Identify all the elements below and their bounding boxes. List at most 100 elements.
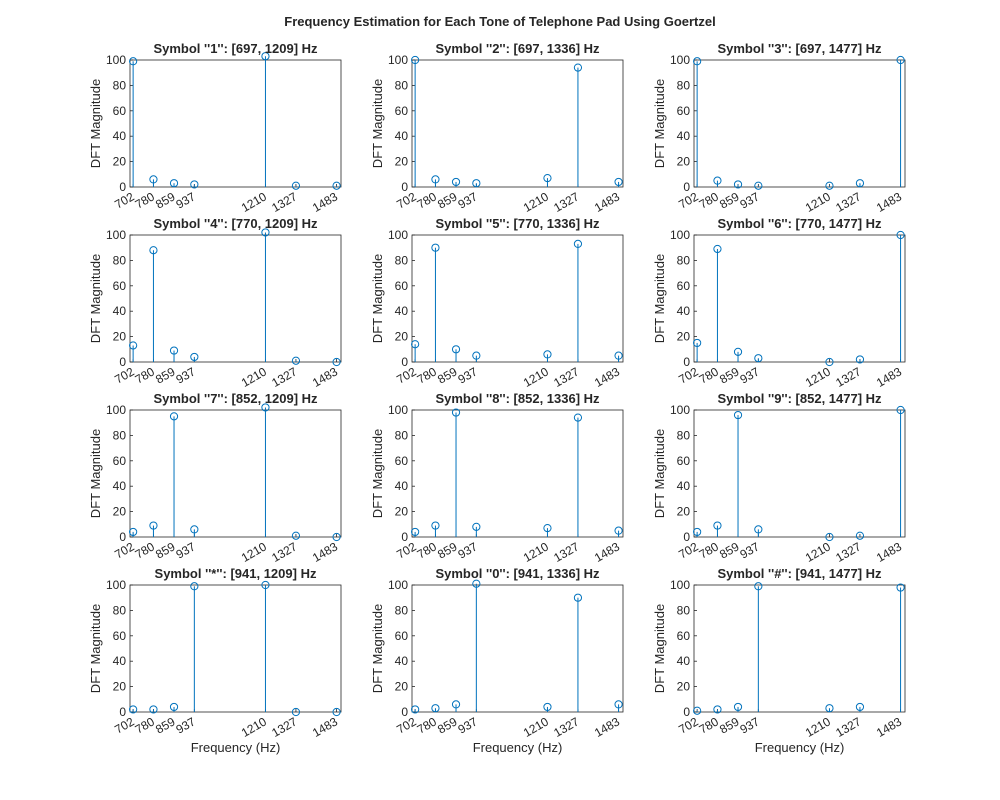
stem-marker [291, 181, 301, 190]
y-tick-label: 60 [395, 104, 409, 118]
x-tick-label: 1210 [521, 714, 551, 740]
x-tick-label: 1483 [310, 364, 340, 390]
axes-box [129, 584, 342, 713]
x-tick-label: 1210 [521, 364, 551, 390]
x-tick-label: 1327 [833, 714, 863, 740]
y-tick-label: 60 [677, 279, 691, 293]
subplot-title: Symbol ''#'': [941, 1477] Hz [717, 566, 882, 581]
axes-box [129, 59, 342, 188]
y-tick-label: 40 [677, 654, 691, 668]
x-tick-label: 937 [737, 539, 762, 561]
x-tick-label: 1327 [833, 189, 863, 215]
y-tick-label: 40 [395, 479, 409, 493]
y-axis-label: DFT Magnitude [88, 429, 103, 518]
stem-marker [733, 702, 743, 712]
y-tick-label: 40 [395, 129, 409, 143]
axes-box [411, 584, 624, 713]
stem-marker [411, 55, 420, 65]
y-tick-label: 0 [119, 355, 126, 369]
y-tick-label: 0 [401, 180, 408, 194]
x-tick-label: 1210 [521, 189, 551, 215]
stem-marker [855, 179, 865, 188]
stem-marker [129, 57, 138, 66]
y-tick-label: 20 [395, 680, 409, 694]
x-tick-label: 1210 [803, 539, 833, 565]
x-tick-label: 1483 [874, 714, 904, 740]
y-tick-label: 20 [113, 155, 127, 169]
y-tick-label: 20 [395, 155, 409, 169]
y-tick-label: 40 [113, 654, 127, 668]
y-tick-label: 20 [677, 155, 691, 169]
stem-marker [291, 707, 301, 717]
x-tick-label: 1327 [269, 364, 299, 390]
y-tick-label: 100 [670, 228, 690, 242]
stem-marker [754, 181, 763, 190]
y-tick-label: 80 [113, 253, 127, 267]
stem-marker [431, 175, 440, 184]
y-tick-label: 40 [113, 304, 127, 318]
stem-marker [190, 582, 199, 591]
stem-marker [149, 705, 158, 714]
y-tick-label: 80 [395, 253, 409, 267]
y-tick-label: 40 [113, 479, 127, 493]
x-tick-label: 1210 [239, 189, 269, 215]
y-tick-label: 60 [677, 104, 691, 118]
stem-marker [733, 410, 743, 420]
y-tick-label: 80 [677, 253, 691, 267]
y-axis-label: DFT Magnitude [370, 254, 385, 343]
stem-marker [896, 55, 905, 65]
y-tick-label: 60 [113, 104, 127, 118]
stem-marker [472, 579, 481, 588]
figure-title: Frequency Estimation for Each Tone of Te… [284, 14, 716, 29]
y-tick-label: 0 [683, 355, 690, 369]
y-tick-label: 80 [113, 428, 127, 442]
y-tick-label: 100 [106, 403, 126, 417]
axes-box [411, 59, 624, 188]
y-axis-label: DFT Magnitude [88, 604, 103, 693]
subplot-title: Symbol ''2'': [697, 1336] Hz [435, 41, 600, 56]
y-tick-label: 100 [670, 53, 690, 67]
subplot-title: Symbol ''0'': [941, 1336] Hz [435, 566, 600, 581]
axes-box [693, 409, 906, 538]
stem-marker [332, 532, 341, 542]
stem-marker [825, 357, 834, 367]
y-tick-label: 0 [119, 180, 126, 194]
stem-marker [614, 177, 623, 187]
stem-marker [261, 580, 270, 590]
subplot-title: Symbol ''*'': [941, 1209] Hz [155, 566, 317, 581]
x-tick-label: 937 [173, 364, 198, 386]
y-tick-label: 80 [113, 603, 127, 617]
y-tick-label: 0 [119, 530, 126, 544]
y-tick-label: 100 [670, 578, 690, 592]
stem-marker [169, 346, 179, 355]
x-tick-label: 1327 [551, 364, 581, 390]
axes-box [693, 59, 906, 188]
x-tick-label: 1483 [310, 189, 340, 215]
y-tick-label: 100 [106, 578, 126, 592]
axes-box [693, 584, 906, 713]
y-tick-label: 40 [677, 129, 691, 143]
x-tick-label: 937 [455, 189, 480, 211]
y-axis-label: DFT Magnitude [370, 604, 385, 693]
axes-box [411, 409, 624, 538]
y-axis-label: DFT Magnitude [652, 254, 667, 343]
y-tick-label: 100 [106, 228, 126, 242]
y-tick-label: 20 [113, 330, 127, 344]
subplot-title: Symbol ''7'': [852, 1209] Hz [153, 391, 318, 406]
subplot-title: Symbol ''4'': [770, 1209] Hz [153, 216, 318, 231]
y-tick-label: 0 [401, 355, 408, 369]
y-tick-label: 20 [677, 680, 691, 694]
y-tick-label: 80 [677, 78, 691, 92]
stem-marker [573, 593, 583, 602]
y-axis-label: DFT Magnitude [88, 79, 103, 168]
x-tick-label: 937 [737, 364, 762, 386]
stem-marker [543, 524, 552, 533]
stem-marker [332, 181, 341, 190]
